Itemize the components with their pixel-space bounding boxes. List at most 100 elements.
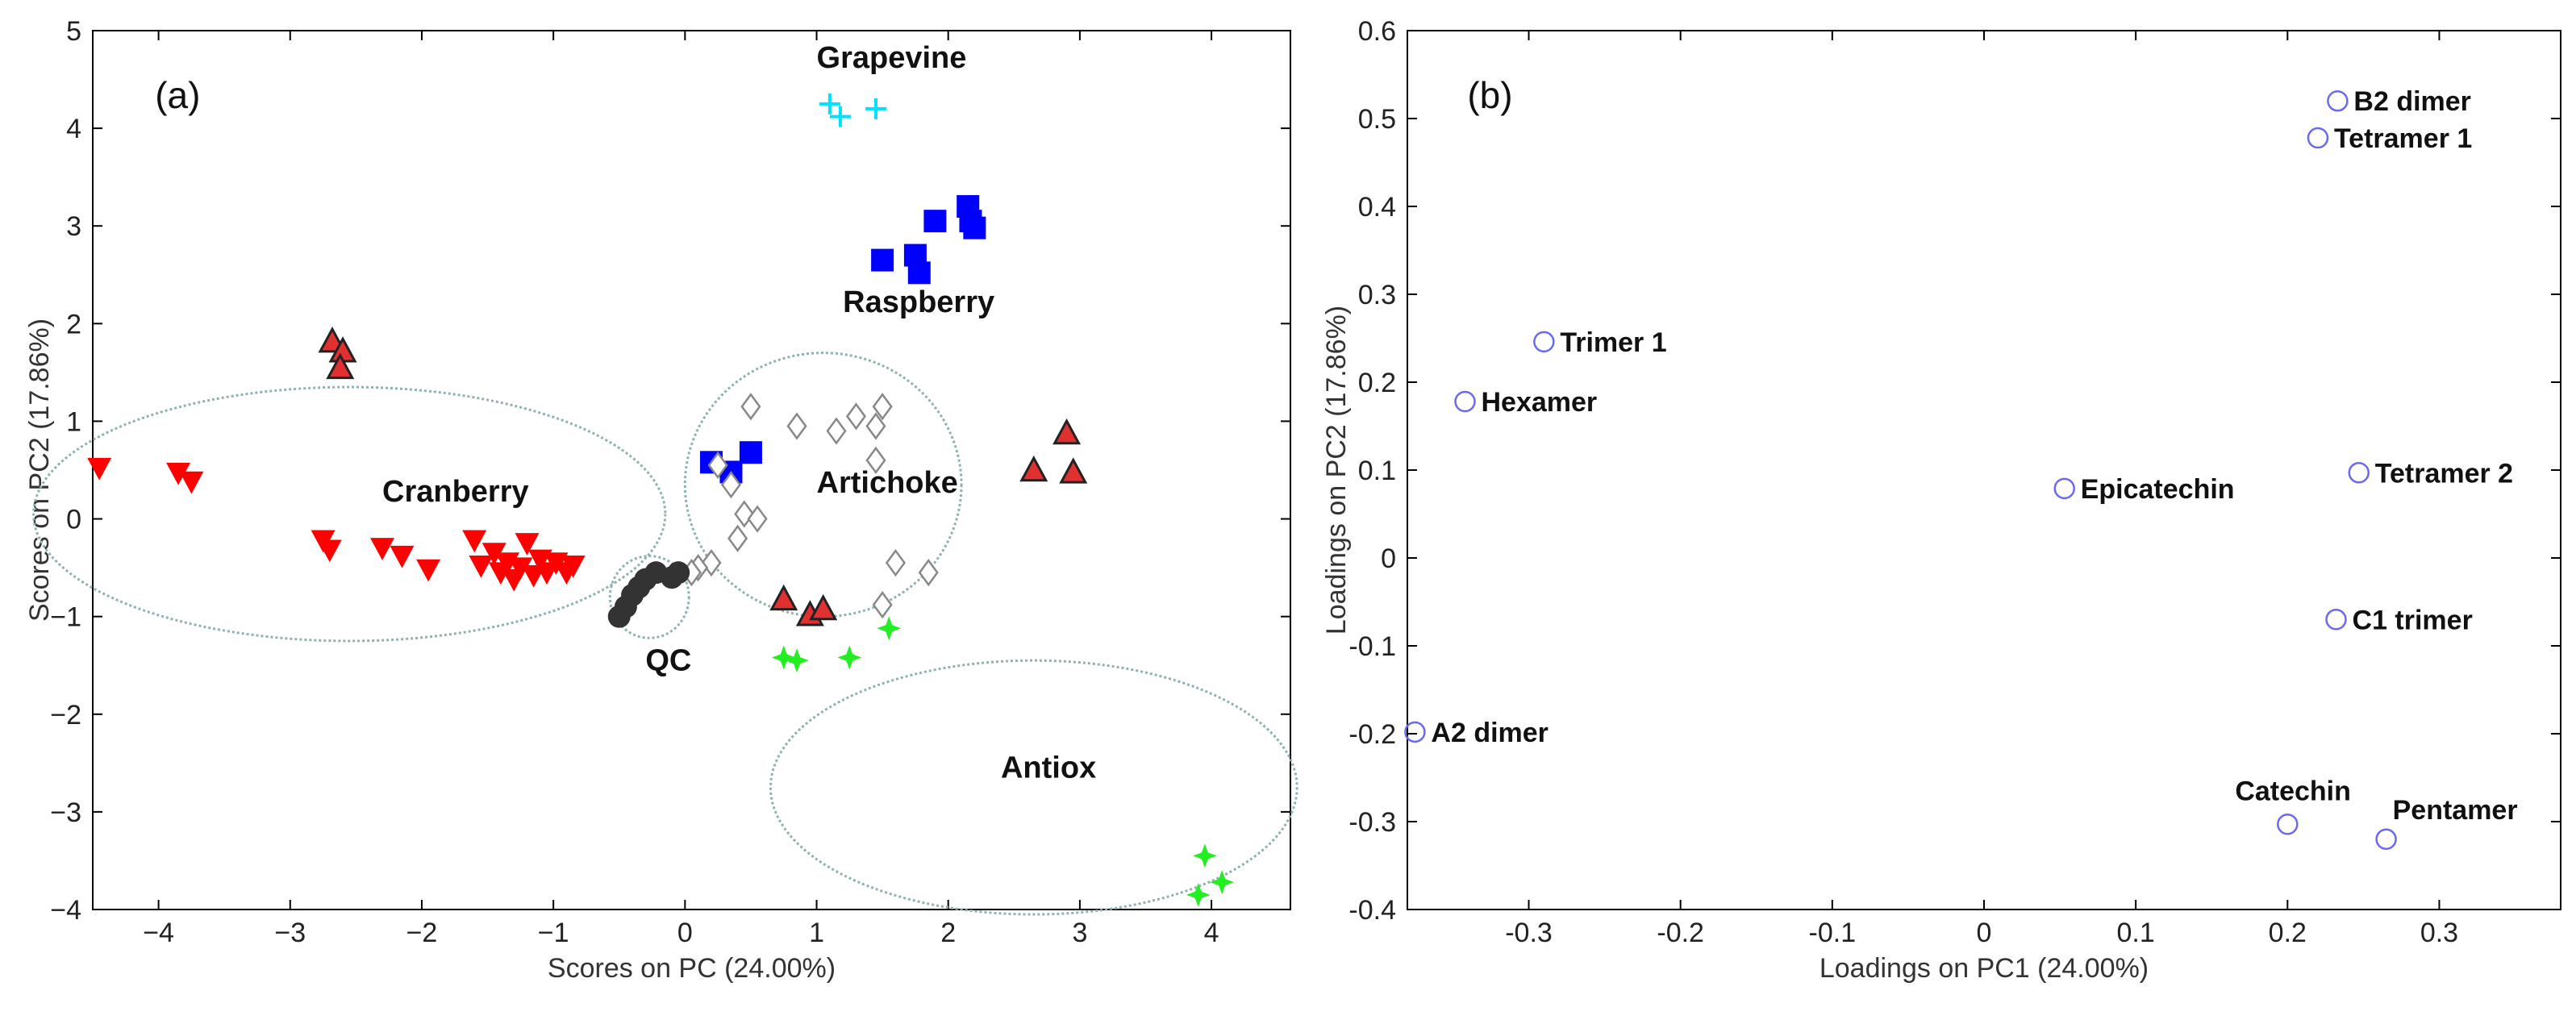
x-tick-label: 0.2 — [2269, 918, 2307, 948]
loading-point — [2348, 462, 2370, 484]
raspberry-point — [871, 248, 894, 272]
qc-point — [667, 561, 690, 585]
artichoke-point — [786, 412, 807, 440]
y-tick-label: 0 — [66, 505, 81, 535]
y-tick-label: 3 — [66, 211, 81, 242]
raspberry-point — [739, 441, 762, 464]
y-tick-label: 0.4 — [1358, 192, 1396, 223]
loading-point — [2327, 89, 2349, 112]
loading-label: Hexamer — [1482, 387, 1598, 418]
cluster-label: Grapevine — [817, 41, 967, 75]
loading-label: B2 dimer — [2353, 86, 2471, 117]
artichoke-point — [707, 451, 728, 480]
cranberry-point — [515, 533, 540, 556]
x-tick-label: 1 — [809, 918, 824, 948]
x-tick-label: −1 — [538, 918, 569, 948]
antiox-point — [877, 616, 902, 641]
artichoke-point — [747, 505, 768, 533]
loading-point — [1404, 721, 1426, 743]
x-tick-label: −2 — [406, 918, 438, 948]
grapevine-point — [865, 98, 886, 119]
cluster-label: Artichoke — [817, 466, 958, 500]
antiox-point — [785, 648, 810, 673]
cluster-label: Cranberry — [382, 475, 529, 509]
loading-label: A2 dimer — [1431, 718, 1549, 748]
cranberry-point — [370, 538, 395, 560]
cranberry-outlier-point — [1059, 457, 1088, 484]
cranberry-point — [179, 471, 204, 494]
artichoke-point — [740, 393, 761, 421]
antiox-point — [1210, 870, 1235, 895]
cranberry-point — [469, 555, 494, 578]
raspberry-point — [923, 210, 947, 233]
loading-label: C1 trimer — [2353, 605, 2473, 635]
cranberry-outlier-point — [326, 352, 355, 380]
y-tick-label: 1 — [66, 406, 81, 437]
loading-point — [1454, 390, 1476, 413]
loading-point — [2325, 609, 2347, 631]
y-tick-label: −3 — [50, 797, 81, 828]
cranberry-outlier-point — [809, 593, 838, 621]
cranberry-point — [317, 539, 342, 563]
cranberry-outlier-point — [1052, 418, 1082, 445]
y-tick-label: 0 — [1381, 543, 1396, 574]
y-tick-label: -0.1 — [1348, 631, 1396, 662]
grapevine-point — [829, 106, 851, 127]
artichoke-point — [727, 524, 748, 552]
loadings-plot-panel: -0.3 -0.2 -0.1 0 0.1 0.2 0.3 -0.4 -0.3 -0.2 -0.1 0 0… — [1321, 16, 2561, 984]
y-tick-label: −2 — [50, 700, 81, 731]
group-ellipse — [32, 385, 667, 643]
x-tick-label: 0.1 — [2117, 918, 2155, 948]
antiox-point — [1186, 882, 1211, 907]
cranberry-point — [508, 557, 533, 581]
cranberry-outlier-point — [1019, 455, 1048, 482]
artichoke-point — [918, 559, 939, 587]
artichoke-point — [826, 417, 847, 445]
x-tick-label: 0 — [677, 918, 693, 948]
loading-label: Catechin — [2235, 776, 2351, 806]
x-axis-label: Loadings on PC1 (24.00%) — [1819, 953, 2149, 984]
cranberry-point — [462, 530, 487, 553]
loading-point — [2307, 127, 2329, 149]
y-axis-label: Loadings on PC2 (17.86%) — [1321, 306, 1352, 635]
scores-plot-panel: −4 −3 −2 −1 0 1 2 3 4 −4 −3 −2 −1 0 1 2 3 4 5 Scores on PC … — [24, 16, 1298, 984]
y-tick-label: 4 — [66, 114, 81, 144]
loading-label: Epicatechin — [2081, 474, 2235, 505]
x-tick-label: -0.3 — [1505, 918, 1553, 948]
group-ellipse — [769, 659, 1298, 916]
panel-label: (b) — [1467, 74, 1512, 116]
artichoke-point — [720, 471, 742, 499]
loading-point — [2053, 477, 2075, 500]
raspberry-point — [963, 216, 986, 239]
y-tick-label: 0.2 — [1358, 368, 1396, 398]
y-tick-label: -0.4 — [1348, 895, 1396, 926]
cranberry-point — [481, 543, 506, 565]
artichoke-point — [872, 393, 893, 421]
grapevine-point — [819, 93, 840, 114]
cranberry-point — [166, 462, 191, 485]
loading-label: Tetramer 2 — [2375, 458, 2513, 489]
y-tick-label: 0.3 — [1358, 280, 1396, 310]
y-tick-label: 5 — [66, 16, 81, 47]
antiox-point — [1192, 843, 1217, 868]
y-tick-label: −4 — [50, 895, 81, 926]
x-tick-label: -0.1 — [1809, 918, 1857, 948]
artichoke-point — [872, 591, 893, 619]
y-tick-label: 0.1 — [1358, 456, 1396, 486]
panel-label: (a) — [155, 74, 200, 116]
x-axis-label: Scores on PC (24.00%) — [548, 953, 836, 984]
y-tick-label: 0.6 — [1358, 16, 1396, 47]
antiox-point — [837, 645, 862, 670]
group-ellipse — [683, 352, 963, 618]
artichoke-point — [885, 548, 906, 577]
artichoke-point — [845, 402, 867, 431]
cranberry-point — [416, 559, 441, 582]
loading-label: Tetramer 1 — [2334, 123, 2472, 154]
cranberry-point — [561, 555, 586, 578]
loading-label: Pentamer — [2393, 795, 2518, 826]
x-tick-label: −4 — [143, 918, 174, 948]
plot-frame — [92, 30, 1291, 910]
loading-point — [2375, 828, 2397, 851]
loading-label: Trimer 1 — [1560, 327, 1666, 358]
